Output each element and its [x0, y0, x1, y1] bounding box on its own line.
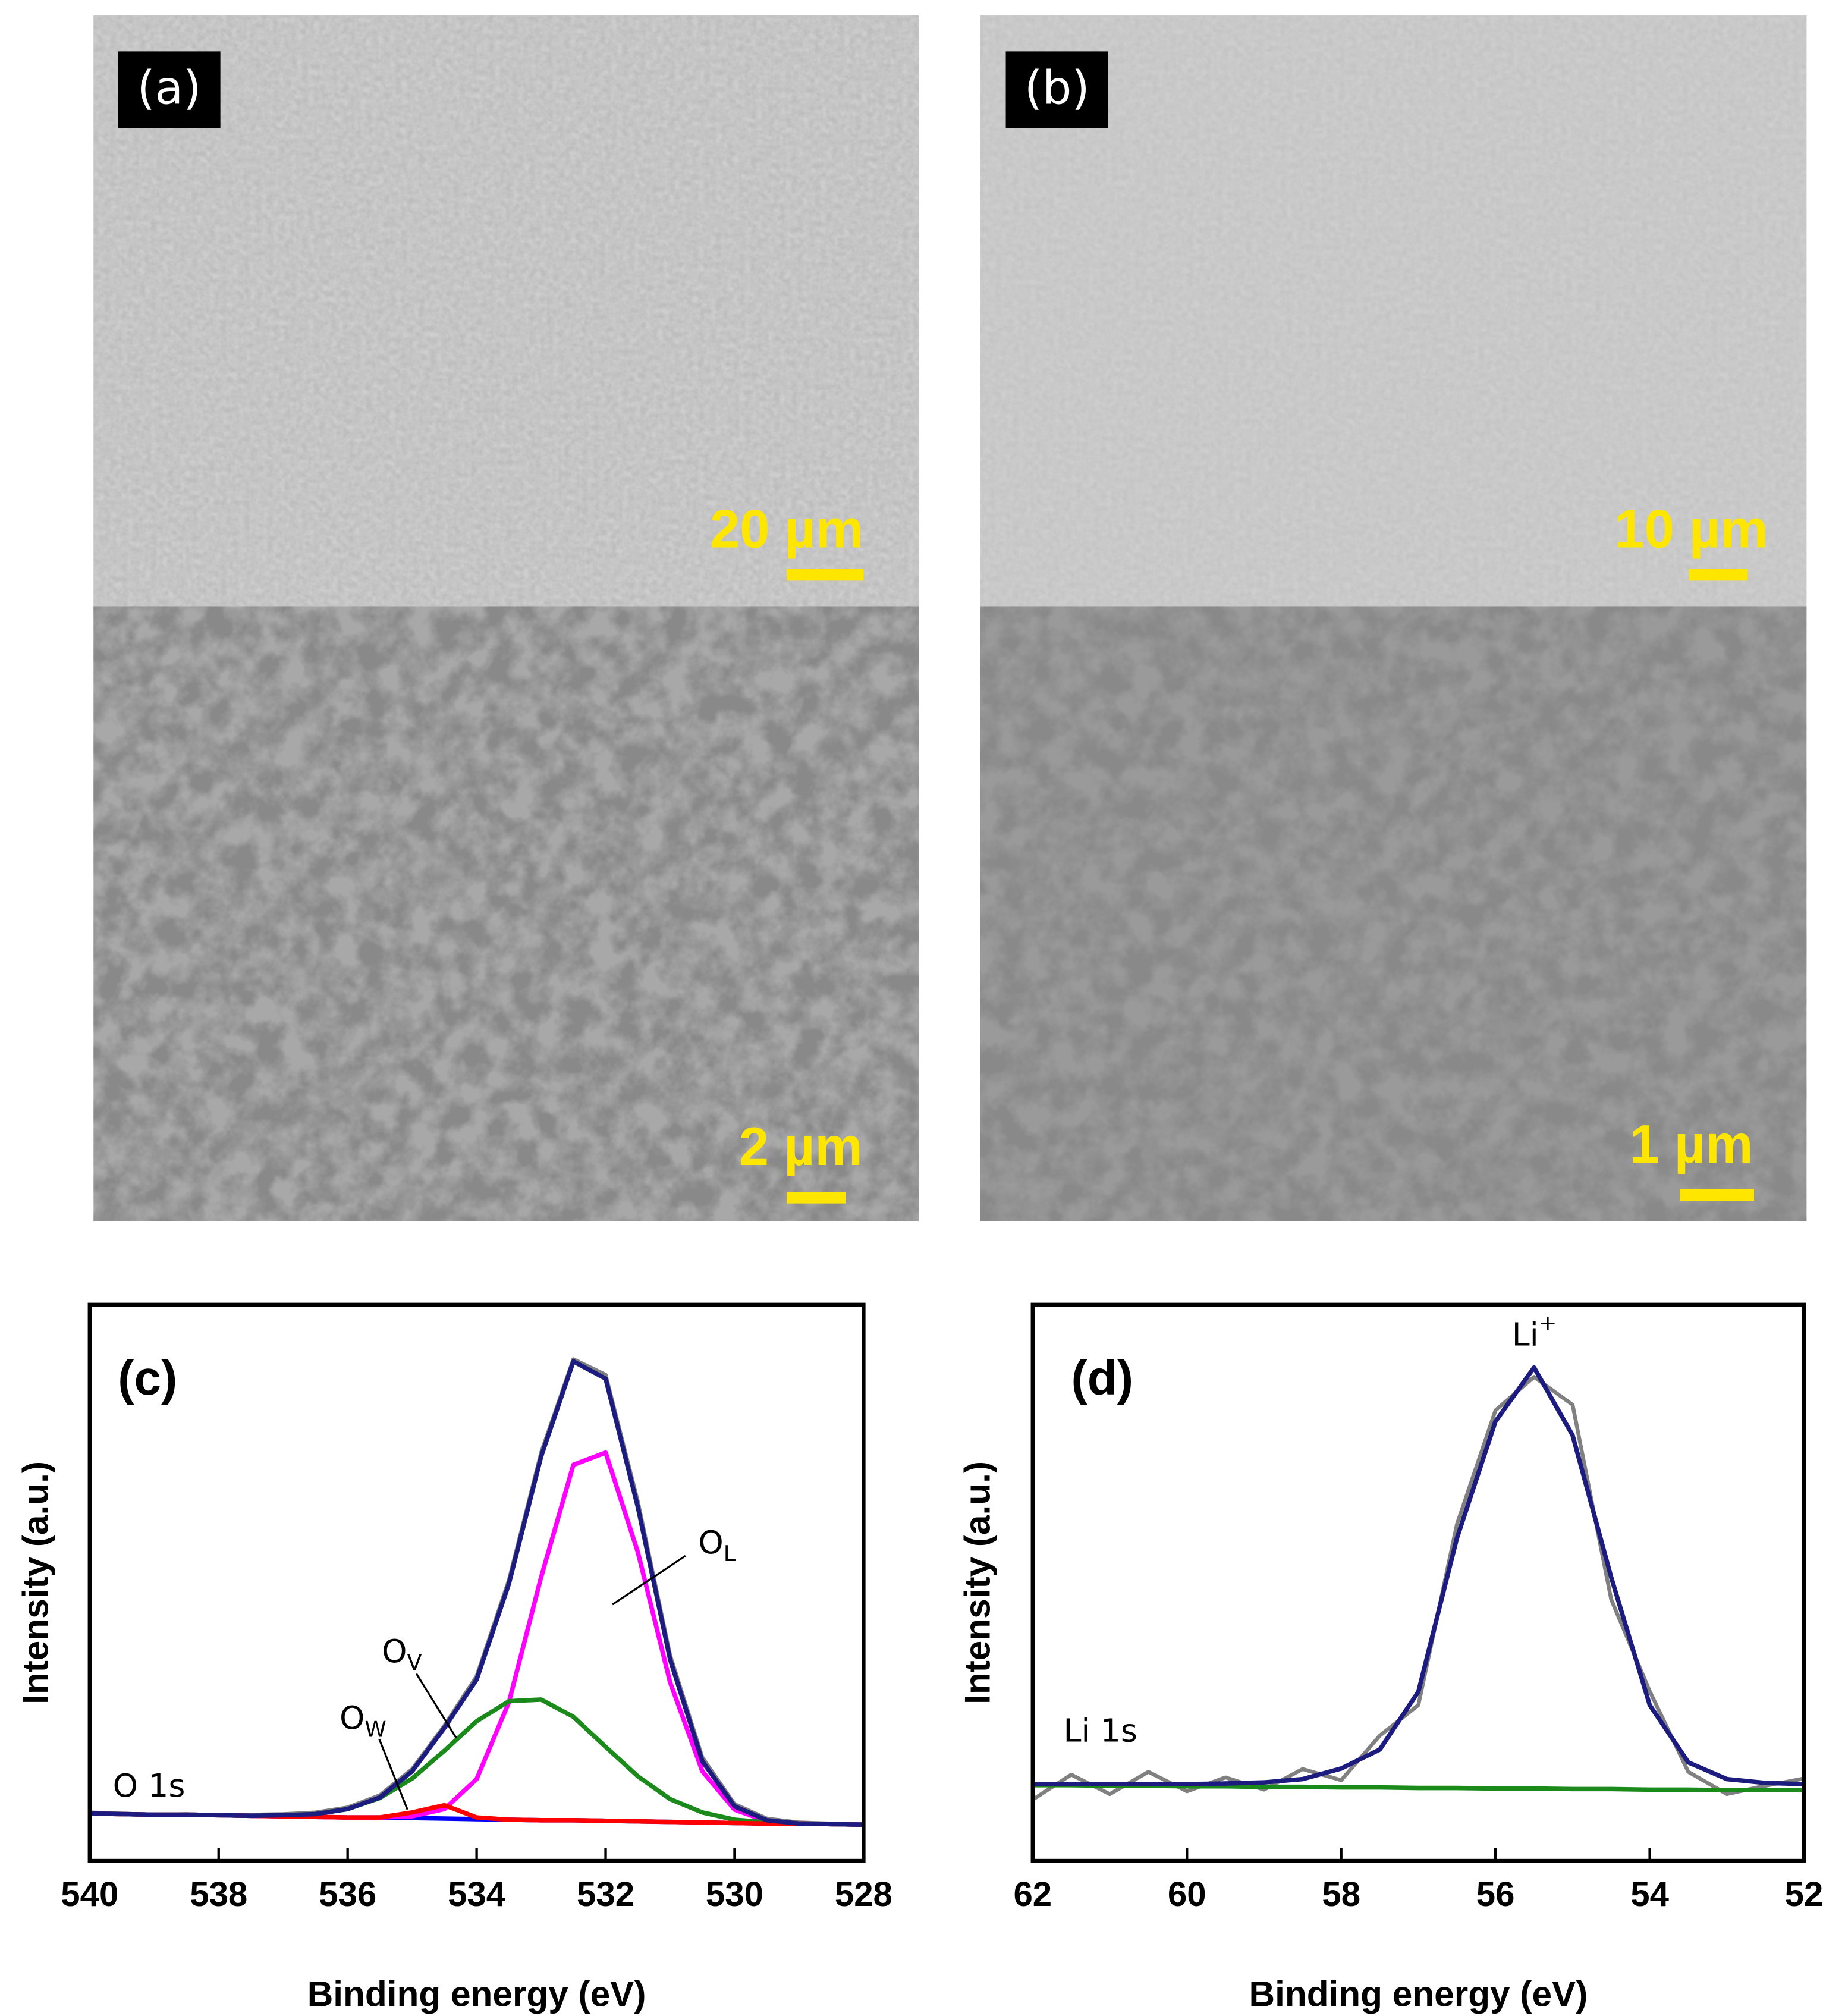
- annotation-text: Li: [1512, 1315, 1539, 1353]
- sem-panel-b: (b) 10 µm 1 µm: [980, 15, 1807, 1221]
- x-axis-label: Binding energy (eV): [1249, 1973, 1588, 2014]
- sem-panel-a: (a) 20 µm 2 µm: [93, 15, 919, 1221]
- x-tick-label: 60: [1168, 1875, 1206, 1914]
- scale-bar-label: 2 µm: [739, 1117, 863, 1177]
- x-tick-label: 62: [1013, 1875, 1052, 1914]
- x-tick-label: 534: [448, 1875, 506, 1914]
- panel-label: (b): [1024, 62, 1090, 115]
- annotation-text: O 1s: [113, 1767, 186, 1804]
- sem-texture: [980, 606, 1807, 1221]
- panel-label: (c): [118, 1351, 177, 1405]
- annotation-subscript: L: [724, 1541, 736, 1566]
- y-axis-label: Intensity (a.u.): [957, 1461, 997, 1704]
- x-tick-label: 538: [190, 1875, 247, 1914]
- x-tick-label: 54: [1630, 1875, 1669, 1914]
- series-line: [89, 1450, 864, 1827]
- x-tick-label: 56: [1476, 1875, 1515, 1914]
- scale-bar: [1689, 569, 1748, 581]
- annotation: O 1s: [113, 1767, 186, 1804]
- annotation-text: O: [698, 1523, 723, 1560]
- scale-bar-label: 20 µm: [710, 500, 863, 560]
- series-line: [1032, 1365, 1805, 1786]
- series-line: [89, 1697, 864, 1827]
- annotation-text: Li 1s: [1064, 1712, 1137, 1749]
- scale-bar: [787, 1192, 846, 1204]
- annotation-subscript: W: [364, 1716, 386, 1742]
- x-tick-label: 540: [61, 1875, 118, 1914]
- series-line: [89, 1359, 864, 1827]
- annotation: Li 1s: [1064, 1712, 1137, 1749]
- leader-line: [378, 1738, 408, 1810]
- xps-chart: 540 538 536 534 532 530 528: [61, 1848, 892, 1914]
- label-box: [118, 51, 221, 128]
- annotation: Li+: [1512, 1310, 1557, 1354]
- annotation-superscript: +: [1539, 1310, 1557, 1336]
- y-axis-label: Intensity (a.u.): [15, 1461, 56, 1704]
- plot-frame: [1030, 1302, 1806, 1863]
- x-tick-label: 52: [1785, 1875, 1824, 1914]
- x-tick-label: 530: [706, 1875, 763, 1914]
- annotation: OL: [698, 1523, 736, 1566]
- panel-label: (d): [1071, 1351, 1133, 1405]
- annotation-text: O: [382, 1632, 407, 1670]
- leader-line: [612, 1555, 686, 1606]
- leader-line: [415, 1673, 457, 1739]
- scale-bar-label: 10 µm: [1614, 500, 1768, 560]
- x-tick-label: 532: [577, 1875, 634, 1914]
- plot-frame: [87, 1302, 866, 1863]
- scale-bar: [1680, 1189, 1755, 1201]
- xps-chart: 62 60 58 56 54 52: [1013, 1848, 1823, 1914]
- sem-texture: [980, 15, 1807, 607]
- scale-bar-label: 1 µm: [1629, 1114, 1753, 1175]
- annotation: OV: [382, 1632, 422, 1675]
- x-tick-label: 58: [1322, 1875, 1360, 1914]
- label-box: [1005, 51, 1108, 128]
- x-tick-label: 536: [319, 1875, 376, 1914]
- panel-label: (a): [137, 62, 201, 115]
- series-line: [1032, 1375, 1805, 1801]
- annotation: OW: [340, 1699, 386, 1742]
- sem-texture: [93, 15, 919, 607]
- x-axis-label: Binding energy (eV): [307, 1973, 646, 2014]
- x-tick-label: 528: [835, 1875, 892, 1914]
- annotation-text: O: [340, 1699, 364, 1736]
- scale-bar: [787, 569, 864, 581]
- series-line: [89, 1357, 864, 1826]
- annotation-subscript: V: [407, 1650, 422, 1675]
- sem-texture: [93, 606, 919, 1221]
